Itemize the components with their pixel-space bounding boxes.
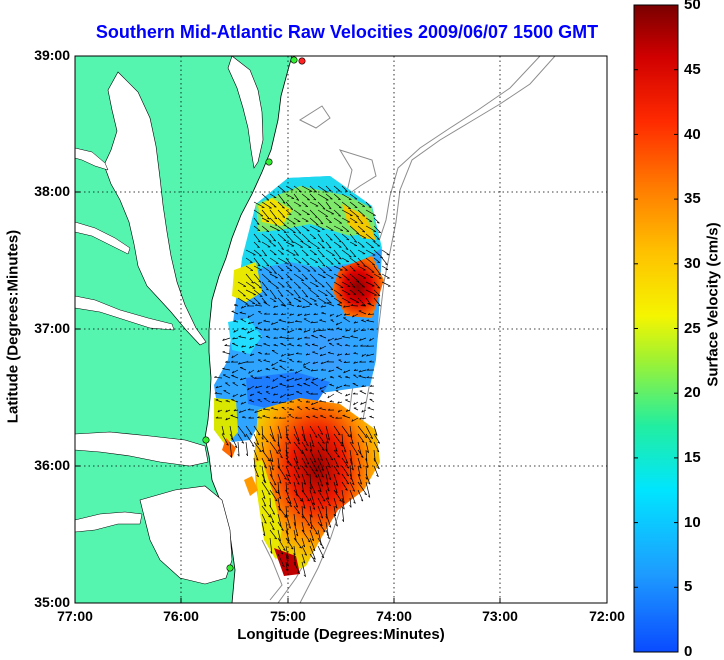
vector-arrowhead bbox=[338, 191, 341, 192]
station-marker bbox=[291, 57, 297, 63]
velocity-vector bbox=[225, 346, 230, 347]
vector-arrowhead bbox=[347, 280, 350, 281]
colorbar-tick-label: 15 bbox=[684, 449, 714, 466]
colorbar-tick-label: 25 bbox=[684, 320, 714, 337]
colorbar-tick-label: 40 bbox=[684, 126, 714, 143]
vector-arrowhead bbox=[356, 233, 359, 234]
y-axis-label: Latitude (Degrees:Minutes) bbox=[5, 192, 22, 462]
y-tick-label: 39:00 bbox=[18, 47, 70, 63]
y-tick-label: 38:00 bbox=[18, 183, 70, 199]
vector-arrowhead bbox=[289, 214, 291, 215]
vector-arrowhead bbox=[263, 343, 266, 344]
colorbar-tick-label: 20 bbox=[684, 384, 714, 401]
vector-arrowhead bbox=[297, 384, 299, 385]
station-marker bbox=[299, 58, 305, 64]
colorbar bbox=[634, 5, 678, 652]
x-tick-label: 76:00 bbox=[151, 608, 211, 624]
colorbar-tick-label: 45 bbox=[684, 61, 714, 78]
station-marker bbox=[227, 565, 233, 571]
vector-arrowhead bbox=[307, 264, 309, 265]
station-marker bbox=[203, 437, 209, 443]
vector-arrowhead bbox=[347, 239, 349, 240]
y-tick-label: 36:00 bbox=[18, 457, 70, 473]
vector-arrowhead bbox=[362, 247, 365, 248]
colorbar-tick-label: 35 bbox=[684, 190, 714, 207]
vector-arrowhead bbox=[329, 270, 331, 271]
y-tick-label: 35:00 bbox=[18, 594, 70, 610]
vector-arrowhead bbox=[331, 264, 334, 265]
y-tick-label: 37:00 bbox=[18, 320, 70, 336]
vector-arrowhead bbox=[243, 296, 245, 297]
colorbar-tick-label: 5 bbox=[684, 578, 714, 595]
vector-arrowhead bbox=[372, 265, 374, 266]
x-tick-label: 75:00 bbox=[258, 608, 318, 624]
velocity-vector bbox=[351, 306, 358, 307]
vector-arrowhead bbox=[267, 231, 270, 232]
vector-arrowhead bbox=[301, 241, 304, 242]
colorbar-tick-label: 30 bbox=[684, 255, 714, 272]
x-axis-label: Longitude (Degrees:Minutes) bbox=[75, 626, 607, 643]
x-tick-label: 72:00 bbox=[577, 608, 637, 624]
x-tick-label: 77:00 bbox=[45, 608, 105, 624]
vector-arrowhead bbox=[274, 207, 276, 208]
vector-arrowhead bbox=[329, 384, 332, 385]
vector-arrowhead bbox=[329, 222, 332, 223]
x-tick-label: 73:00 bbox=[470, 608, 530, 624]
station-marker bbox=[266, 159, 272, 165]
colorbar-tick-label: 0 bbox=[684, 643, 714, 660]
vector-arrowhead bbox=[362, 295, 364, 296]
vector-arrowhead bbox=[306, 255, 308, 256]
vector-arrowhead bbox=[284, 240, 286, 241]
vector-arrowhead bbox=[338, 199, 341, 200]
colorbar-tick-label: 10 bbox=[684, 514, 714, 531]
vector-arrowhead bbox=[316, 225, 318, 226]
vector-arrowhead bbox=[280, 384, 283, 385]
vector-arrowhead bbox=[216, 399, 219, 400]
vector-arrowhead bbox=[272, 368, 274, 369]
colorbar-tick-label: 50 bbox=[684, 0, 714, 13]
x-tick-label: 74:00 bbox=[364, 608, 424, 624]
vector-arrowhead bbox=[370, 416, 373, 417]
vector-arrowhead bbox=[305, 206, 307, 207]
vector-arrowhead bbox=[337, 304, 340, 305]
